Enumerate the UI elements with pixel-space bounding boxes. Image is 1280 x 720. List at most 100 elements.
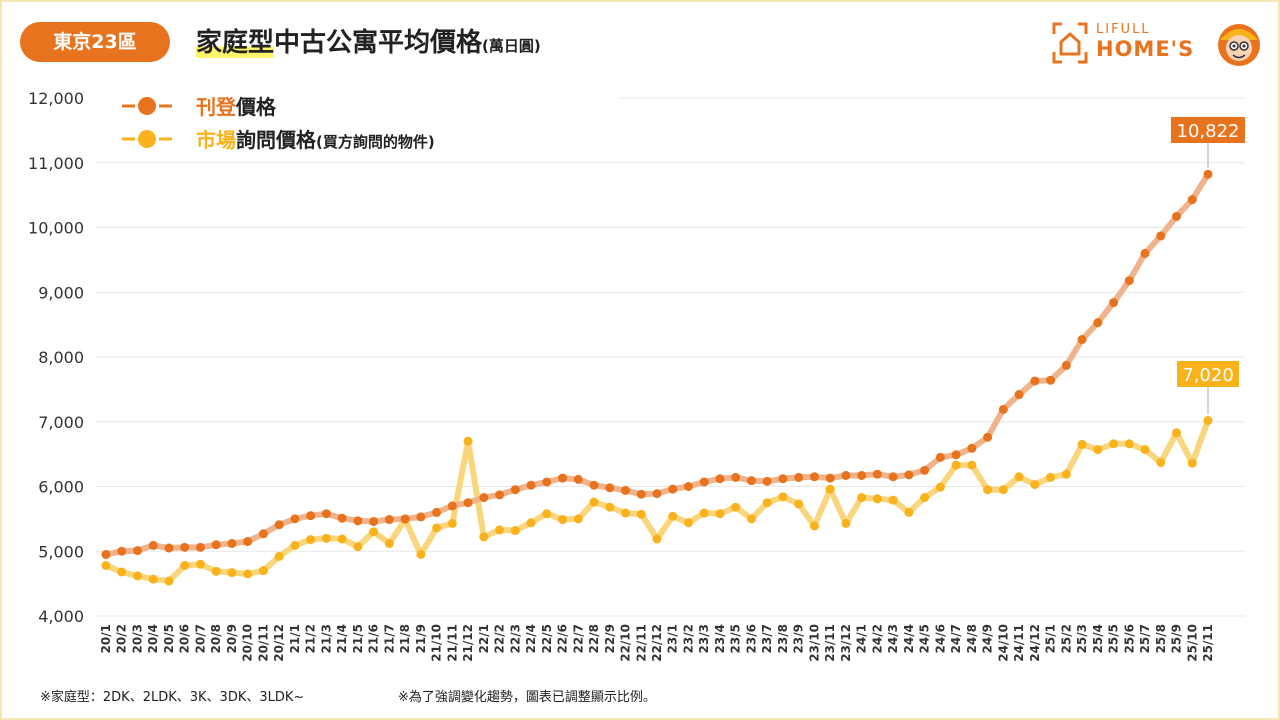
x-tick-label: 24/9 — [981, 624, 995, 653]
x-tick-label: 21/5 — [351, 624, 365, 653]
x-tick-label: 21/2 — [304, 624, 318, 653]
legend-label: 刊登價格 — [196, 95, 277, 119]
data-point-0 — [731, 472, 741, 482]
x-tick-label: 20/10 — [241, 624, 255, 662]
data-point-0 — [180, 542, 190, 552]
data-point-1 — [447, 518, 457, 528]
data-point-1 — [1187, 458, 1197, 468]
y-tick-label: 5,000 — [38, 542, 84, 561]
data-point-1 — [1203, 415, 1213, 425]
data-point-1 — [1172, 428, 1182, 438]
x-tick-label: 22/4 — [524, 624, 538, 653]
x-tick-label: 20/11 — [256, 624, 270, 662]
data-point-1 — [1030, 480, 1040, 490]
legend-label: 市場詢問價格(買方詢問的物件) — [196, 128, 435, 152]
x-tick-label: 22/12 — [650, 624, 664, 662]
x-tick-label: 23/4 — [713, 624, 727, 653]
data-point-0 — [841, 470, 851, 480]
data-point-0 — [794, 472, 804, 482]
data-point-1 — [463, 436, 473, 446]
data-point-0 — [495, 490, 505, 500]
data-point-0 — [1172, 211, 1182, 221]
data-point-1 — [967, 460, 977, 470]
data-point-0 — [652, 489, 662, 499]
x-tick-label: 23/3 — [697, 624, 711, 653]
x-tick-label: 22/5 — [540, 624, 554, 653]
chart-title: 家庭型中古公寓平均價格(萬日圓) — [196, 22, 541, 59]
data-point-0 — [809, 472, 819, 482]
x-tick-label: 22/10 — [619, 624, 633, 662]
legend-marker — [138, 130, 156, 148]
data-point-1 — [841, 518, 851, 528]
data-point-0 — [369, 516, 379, 526]
x-tick-label: 23/10 — [807, 624, 821, 662]
data-point-1 — [132, 571, 142, 581]
data-point-1 — [306, 535, 316, 545]
data-point-0 — [243, 537, 253, 547]
data-point-1 — [353, 542, 363, 552]
data-point-0 — [290, 514, 300, 524]
x-tick-label: 23/9 — [792, 624, 806, 653]
x-tick-label: 23/7 — [760, 624, 774, 653]
data-point-0 — [778, 474, 788, 484]
data-point-0 — [825, 473, 835, 483]
x-tick-label: 25/11 — [1201, 624, 1215, 662]
x-tick-label: 22/2 — [493, 624, 507, 653]
x-tick-label: 25/7 — [1138, 624, 1152, 653]
data-point-1 — [683, 518, 693, 528]
x-tick-label: 24/10 — [996, 624, 1010, 662]
data-point-0 — [337, 513, 347, 523]
data-point-1 — [983, 485, 993, 495]
data-point-1 — [258, 566, 268, 576]
data-point-1 — [416, 549, 426, 559]
data-point-0 — [432, 507, 442, 517]
data-point-1 — [1140, 445, 1150, 455]
title-unit: (萬日圓) — [482, 37, 541, 55]
data-point-0 — [589, 480, 599, 490]
data-point-0 — [1156, 231, 1166, 241]
x-tick-label: 25/6 — [1122, 624, 1136, 653]
data-point-0 — [935, 452, 945, 462]
x-tick-label: 20/12 — [272, 624, 286, 662]
x-tick-label: 22/6 — [556, 624, 570, 653]
data-point-1 — [558, 515, 568, 525]
data-point-1 — [148, 574, 158, 584]
data-point-1 — [636, 509, 646, 519]
data-point-0 — [605, 483, 615, 493]
data-point-1 — [321, 533, 331, 543]
end-label-box — [1171, 117, 1245, 143]
data-point-1 — [101, 560, 111, 570]
x-tick-label: 20/8 — [209, 624, 223, 653]
x-tick-label: 22/3 — [508, 624, 522, 653]
x-tick-label: 23/2 — [681, 624, 695, 653]
data-point-0 — [510, 485, 520, 495]
data-point-0 — [274, 520, 284, 530]
x-tick-label: 21/1 — [288, 624, 302, 653]
data-point-1 — [746, 514, 756, 524]
house-logo-icon — [1052, 22, 1088, 64]
data-point-1 — [1124, 439, 1134, 449]
data-point-0 — [573, 474, 583, 484]
title-rest: 中古公寓平均價格 — [274, 28, 483, 58]
data-point-1 — [888, 495, 898, 505]
data-point-1 — [1109, 439, 1119, 449]
data-point-0 — [117, 546, 127, 556]
data-point-0 — [857, 470, 867, 480]
y-tick-label: 10,000 — [28, 219, 84, 238]
data-point-0 — [1061, 360, 1071, 370]
x-tick-label: 22/9 — [603, 624, 617, 653]
mascot-icon — [1218, 24, 1260, 66]
data-point-1 — [479, 532, 489, 542]
data-point-1 — [384, 538, 394, 548]
x-tick-label: 20/7 — [193, 624, 207, 653]
legend-marker — [138, 97, 156, 115]
data-point-0 — [920, 465, 930, 475]
data-point-0 — [306, 511, 316, 521]
data-point-1 — [857, 493, 867, 503]
data-point-1 — [998, 485, 1008, 495]
data-point-1 — [794, 499, 804, 509]
data-point-1 — [652, 534, 662, 544]
data-point-0 — [164, 543, 174, 553]
y-tick-label: 4,000 — [38, 607, 84, 626]
